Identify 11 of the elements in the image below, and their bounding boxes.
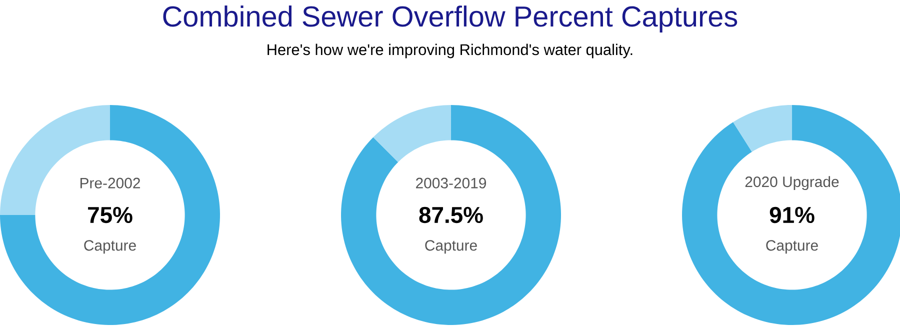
data-label: 91% [770, 206, 814, 224]
chart-subtitle: Here's how we're improving Richmond's water quality. [268, 44, 632, 58]
text: Pre-2002 [80, 178, 140, 188]
data-label: 87.5% [419, 206, 483, 224]
text: 2003-2019 [416, 178, 486, 188]
chart-title: Combined Sewer Overflow Percent Captures [163, 6, 738, 32]
text: Capture [84, 240, 136, 254]
text: Capture [425, 240, 477, 254]
text: 2020 Upgrade [745, 176, 839, 190]
data-label: 75% [88, 206, 132, 224]
text: Capture [766, 240, 818, 254]
